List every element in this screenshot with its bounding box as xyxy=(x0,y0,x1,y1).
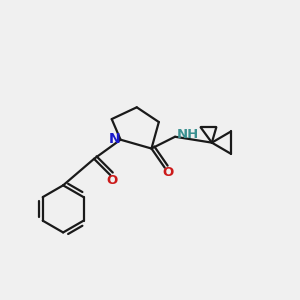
Text: O: O xyxy=(106,174,117,187)
Text: N: N xyxy=(108,132,120,146)
Text: NH: NH xyxy=(176,128,199,141)
Text: O: O xyxy=(162,166,173,178)
